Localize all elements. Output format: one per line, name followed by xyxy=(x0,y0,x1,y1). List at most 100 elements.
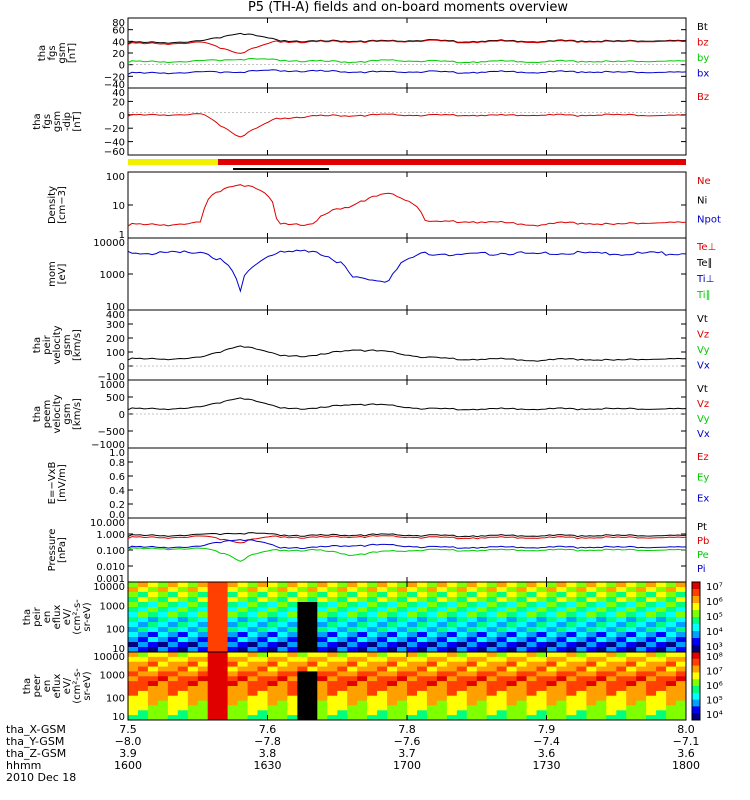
spectrogram-cell xyxy=(347,627,358,633)
spectrogram-cell xyxy=(147,612,159,618)
spectrogram-cell xyxy=(197,632,209,638)
spectrogram-cell xyxy=(267,632,278,638)
spectrogram-cell xyxy=(128,617,139,623)
spectrogram-cell xyxy=(476,587,488,593)
spectrogram-cell xyxy=(227,661,239,668)
spectrogram-cell xyxy=(128,710,139,716)
spectrogram-cell xyxy=(566,637,577,643)
spectrogram-cell xyxy=(257,695,268,702)
spectrogram-cell xyxy=(566,700,577,706)
spectrogram-cell xyxy=(157,671,169,677)
spectrogram-cell xyxy=(237,602,249,608)
spectrogram-cell xyxy=(167,587,179,593)
spectrogram-cell xyxy=(466,617,478,623)
spectrogram-cell xyxy=(227,686,239,692)
spectrogram-cell xyxy=(287,597,298,603)
spectrogram-cell xyxy=(446,705,458,711)
spectrogram-cell xyxy=(138,705,149,711)
spectrogram-cell xyxy=(446,602,458,608)
spectrogram-cell xyxy=(227,622,239,628)
spectrogram-cell xyxy=(357,622,368,628)
spectrogram-cell xyxy=(676,710,687,716)
spectrogram-cell xyxy=(327,661,338,668)
spectrogram-cell xyxy=(656,705,667,711)
spectrogram-cell xyxy=(138,602,149,608)
spectrogram-cell xyxy=(187,612,199,618)
spectrogram-cell xyxy=(556,666,567,672)
spectrogram-cell xyxy=(417,676,428,682)
spectrogram-cell xyxy=(357,627,368,633)
spectrogram-cell xyxy=(327,710,338,716)
spectrogram-cell xyxy=(167,695,179,702)
panel-peerspec: 10000100010010thapeerenefluxeV/(cm²-s-sr… xyxy=(22,651,723,723)
spectrogram-cell xyxy=(187,622,199,628)
spectrogram-cell xyxy=(147,607,159,613)
colorbar-segment xyxy=(692,617,700,625)
spectrogram-cell xyxy=(656,582,667,588)
spectrogram-cell xyxy=(636,627,647,633)
spectrogram-cell xyxy=(466,676,478,682)
spectrogram-cell xyxy=(566,612,577,618)
spectrogram-cell xyxy=(217,622,229,628)
y-tick-label: 0.100 xyxy=(96,546,125,557)
spectrogram-cell xyxy=(167,582,179,588)
footer-column: 7.5 −8.0 3.9 1600 xyxy=(98,724,158,772)
spectrogram-cell xyxy=(267,700,278,706)
spectrogram-cell xyxy=(496,676,508,682)
spectrogram-cell xyxy=(147,582,159,588)
spectrogram-cell xyxy=(157,602,169,608)
spectrogram-cell xyxy=(377,705,388,711)
spectrogram-cell xyxy=(466,715,478,721)
spectrogram-cell xyxy=(157,652,169,658)
spectrogram-cell xyxy=(446,582,458,588)
spectrogram-cell xyxy=(536,622,547,628)
legend-entry: Ne xyxy=(697,176,711,187)
spectrogram-cell xyxy=(436,652,448,658)
y-tick-label: 100 xyxy=(106,172,125,183)
spectrogram-cell xyxy=(347,592,358,598)
spectrogram-cell xyxy=(307,656,318,663)
spectrogram-cell xyxy=(656,612,667,618)
spectrogram-cell xyxy=(466,700,478,706)
spectrogram-cell xyxy=(506,671,518,677)
legend-entry: Vt xyxy=(697,384,708,395)
spectrogram-cell xyxy=(546,597,557,603)
spectrogram-cell xyxy=(197,666,209,672)
spectrogram-cell xyxy=(367,700,378,706)
spectrogram-cell xyxy=(277,700,288,706)
spectrogram-cell xyxy=(476,637,488,643)
spectrogram-cell xyxy=(217,602,229,608)
spectrogram-cell xyxy=(456,686,468,692)
spectrogram-cell xyxy=(676,656,687,663)
spectrogram-cell xyxy=(347,661,358,668)
spectrogram-cell xyxy=(297,617,308,623)
spectrogram-cell xyxy=(307,642,318,648)
spectrogram-cell xyxy=(167,671,179,677)
spectrogram-cell xyxy=(556,656,567,663)
spectrogram-cell xyxy=(446,652,458,658)
spectrogram-cell xyxy=(426,607,438,613)
spectrogram-cell xyxy=(138,597,149,603)
spectrogram-cell xyxy=(347,622,358,628)
spectrogram-cell xyxy=(277,681,288,687)
spectrogram-cell xyxy=(337,582,348,588)
spectrogram-cell xyxy=(337,632,348,638)
legend-entry: Vx xyxy=(697,361,710,372)
spectrogram-cell xyxy=(317,705,328,711)
spectrogram-cell xyxy=(287,652,298,658)
spectrogram-cell xyxy=(676,690,687,697)
y-axis-label: thapeirenefluxeV/(cm²-s-sr-eV) xyxy=(22,599,93,635)
spectrogram-cell xyxy=(267,695,278,702)
spectrogram-cell xyxy=(566,661,577,668)
spectrogram-cell xyxy=(496,652,508,658)
spectrogram-cell xyxy=(297,715,308,721)
spectrogram-cell xyxy=(267,587,278,593)
spectrogram-cell xyxy=(317,647,328,653)
spectrogram-cell xyxy=(197,676,209,682)
spectrogram-cell xyxy=(606,617,617,623)
spectrogram-cell xyxy=(287,671,298,677)
spectrogram-cell xyxy=(636,695,647,702)
spectrogram-cell xyxy=(207,695,219,702)
spectrogram-cell xyxy=(187,632,199,638)
spectrogram-cell xyxy=(556,622,567,628)
